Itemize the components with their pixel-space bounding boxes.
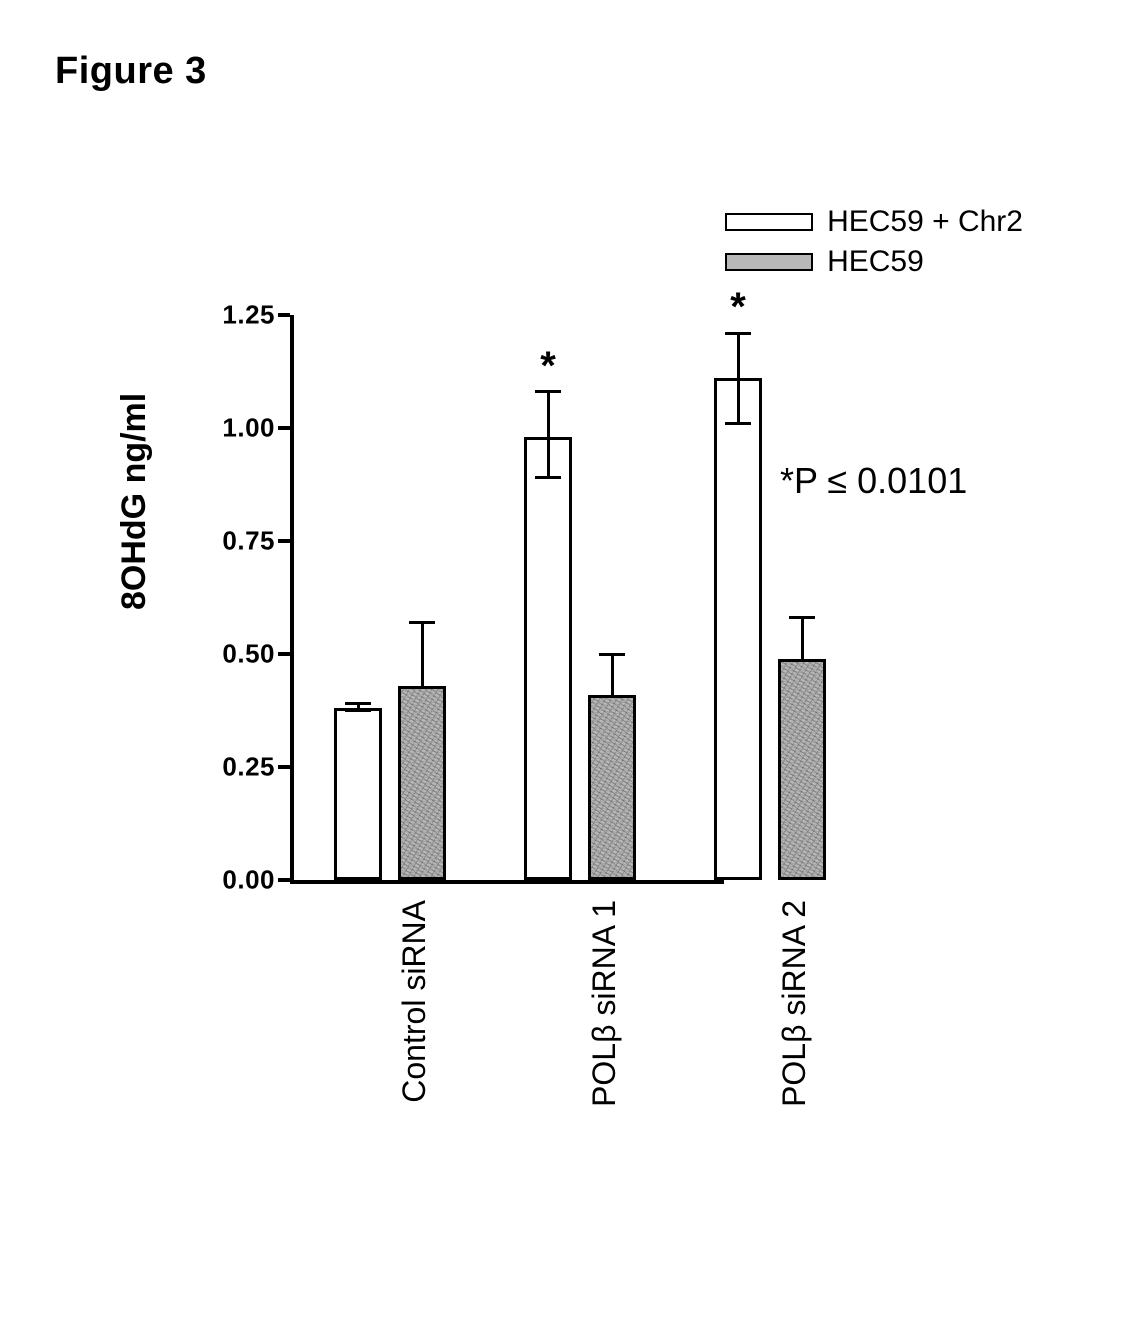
error-cap	[599, 653, 625, 656]
y-axis-label: 8OHdG ng/ml	[115, 393, 154, 610]
error-bar	[611, 654, 614, 695]
error-cap	[345, 709, 371, 712]
y-tick-label: 1.25	[222, 300, 275, 331]
y-tick	[278, 313, 290, 317]
page: Figure 3 HEC59 + Chr2 HEC59 *P ≤ 0.0101 …	[0, 0, 1143, 1325]
y-tick-label: 0.25	[222, 752, 275, 783]
bar	[588, 695, 636, 880]
y-tick	[278, 878, 290, 882]
figure-label: Figure 3	[55, 50, 207, 93]
bar	[334, 708, 382, 880]
legend-swatch	[725, 213, 813, 231]
legend-item: HEC59	[725, 245, 1023, 279]
legend-swatch	[725, 253, 813, 271]
error-cap	[409, 621, 435, 624]
p-value-annotation: *P ≤ 0.0101	[780, 460, 967, 502]
y-tick-label: 0.75	[222, 526, 275, 557]
significance-star: *	[540, 344, 556, 389]
y-tick	[278, 652, 290, 656]
bar	[778, 659, 826, 880]
error-bar	[421, 622, 424, 685]
plot-region: **	[290, 315, 724, 884]
legend: HEC59 + Chr2 HEC59	[725, 205, 1023, 285]
y-tick-label: 0.00	[222, 865, 275, 896]
error-bar	[547, 392, 550, 478]
error-bar	[801, 618, 804, 659]
legend-label: HEC59 + Chr2	[827, 205, 1023, 239]
x-tick-label: Control siRNA	[396, 900, 433, 1103]
error-bar	[737, 333, 740, 423]
error-cap	[725, 332, 751, 335]
x-tick-label: POLβ siRNA 1	[586, 900, 623, 1107]
y-tick-label: 1.00	[222, 413, 275, 444]
y-tick	[278, 765, 290, 769]
error-cap	[535, 476, 561, 479]
error-cap	[725, 422, 751, 425]
legend-label: HEC59	[827, 245, 924, 279]
error-cap	[789, 616, 815, 619]
y-tick-label: 0.50	[222, 639, 275, 670]
significance-star: *	[730, 285, 746, 330]
bar	[398, 686, 446, 880]
bar-chart: ** 0.000.250.500.751.001.25Control siRNA…	[215, 305, 735, 915]
y-tick	[278, 539, 290, 543]
y-tick	[278, 426, 290, 430]
error-cap	[345, 702, 371, 705]
error-cap	[535, 390, 561, 393]
x-tick-label: POLβ siRNA 2	[776, 900, 813, 1107]
bar	[714, 378, 762, 880]
bar	[524, 437, 572, 880]
legend-item: HEC59 + Chr2	[725, 205, 1023, 239]
